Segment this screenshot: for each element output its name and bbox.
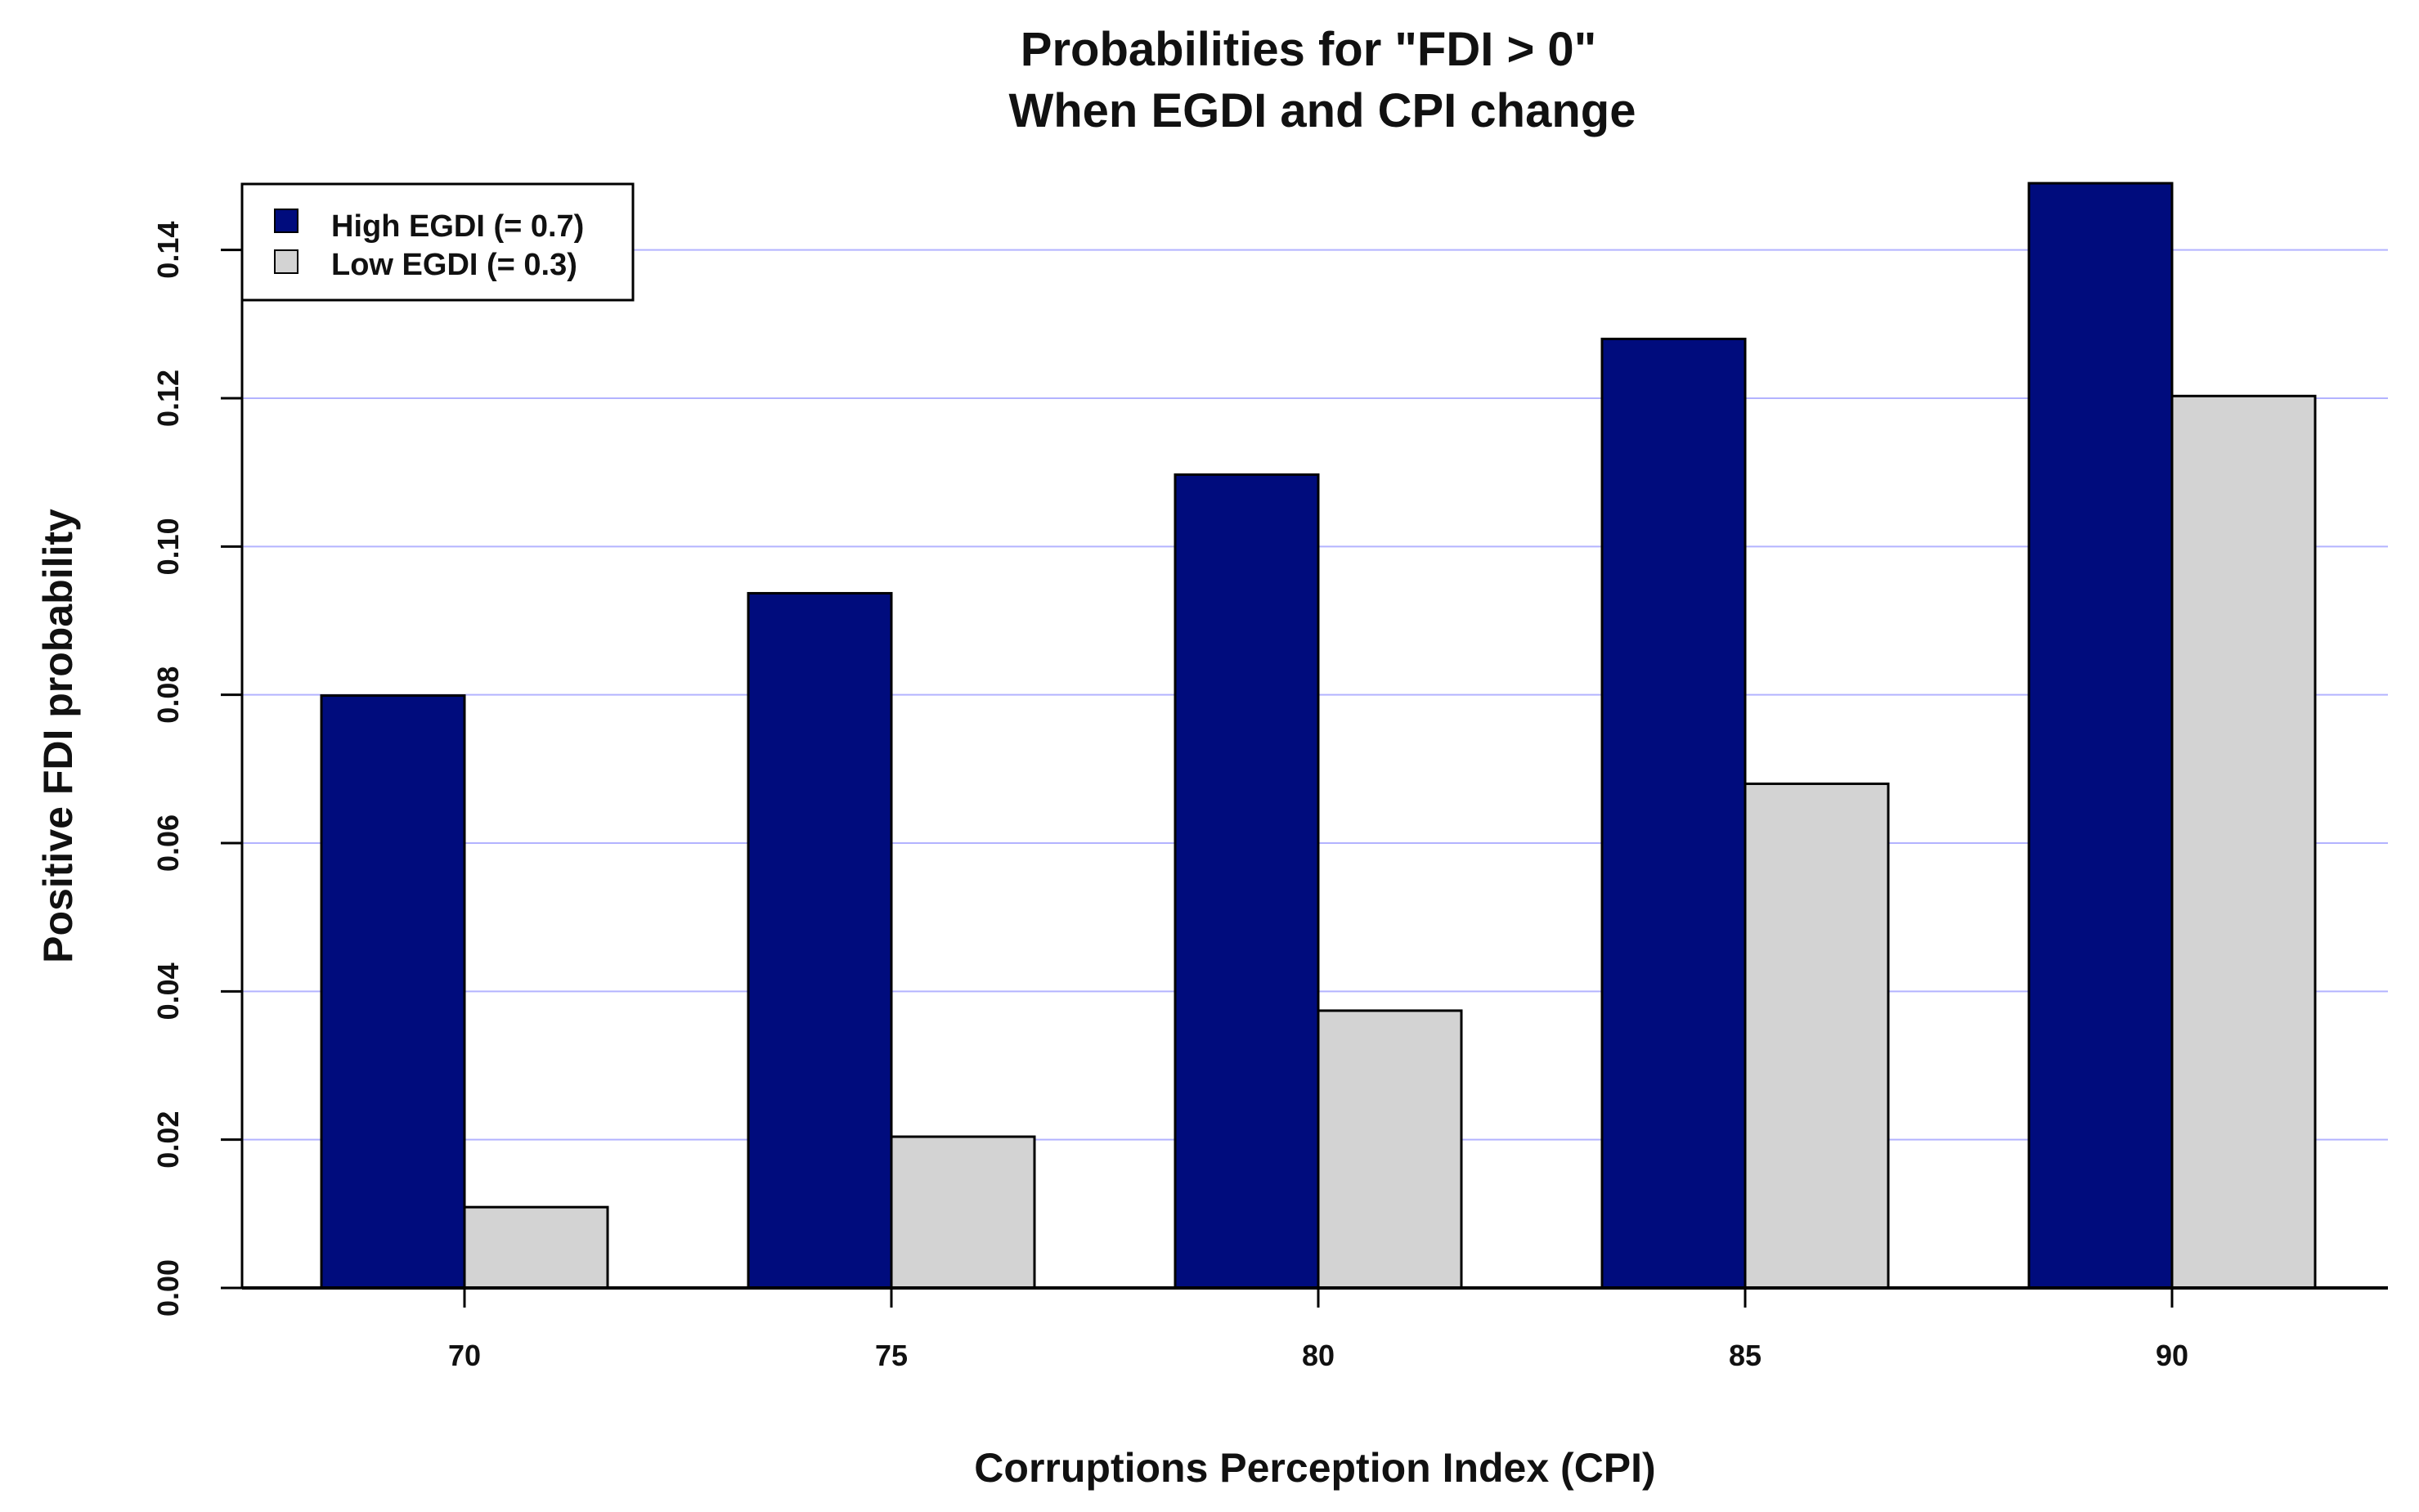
x-axis-label: Corruptions Perception Index (CPI) <box>974 1445 1655 1491</box>
legend: High EGDI (= 0.7) Low EGDI (= 0.3) <box>240 182 635 302</box>
bar-low-egdi-80 <box>1317 1009 1463 1290</box>
bar-high-egdi-80 <box>1174 473 1320 1290</box>
legend-swatch-low-egdi <box>274 249 298 274</box>
bar-low-egdi-90 <box>2170 394 2317 1290</box>
legend-swatch-high-egdi <box>274 209 298 233</box>
x-tick-label-90: 90 <box>2156 1339 2188 1372</box>
y-tick-label-5: 0.10 <box>151 518 185 575</box>
y-tick-label-2: 0.04 <box>151 962 185 1020</box>
bar-high-egdi-70 <box>320 694 466 1290</box>
y-tick-label-4: 0.08 <box>151 666 185 724</box>
y-tick-label-0: 0.00 <box>151 1259 185 1317</box>
bar-high-egdi-85 <box>1600 337 1747 1290</box>
bar-low-egdi-75 <box>890 1135 1036 1290</box>
bar-high-egdi-75 <box>747 591 893 1290</box>
bar-low-egdi-70 <box>463 1205 609 1290</box>
x-tick-label-70: 70 <box>448 1339 481 1372</box>
x-tick-label-85: 85 <box>1729 1339 1762 1372</box>
chart-title-line-1: Probabilities for "FDI > 0" <box>1021 23 1596 76</box>
y-tick-label-3: 0.06 <box>151 814 185 872</box>
bar-low-egdi-85 <box>1744 782 1890 1290</box>
chart-title-line-2: When EGDI and CPI change <box>1009 84 1636 137</box>
legend-label-low-egdi: Low EGDI (= 0.3) <box>331 248 577 282</box>
y-tick-label-7: 0.14 <box>151 222 185 279</box>
y-tick-label-1: 0.02 <box>151 1111 185 1169</box>
y-tick-label-6: 0.12 <box>151 370 185 427</box>
ticks: 0.00 0.02 0.04 0.06 0.08 0.10 0.12 0.14 70 75 80 85… <box>151 222 2188 1372</box>
x-tick-label-75: 75 <box>875 1339 908 1372</box>
y-axis-label: Positive FDI probability <box>35 509 81 963</box>
bars <box>320 182 2317 1290</box>
x-tick-label-80: 80 <box>1302 1339 1335 1372</box>
axes <box>240 249 2388 1290</box>
legend-label-high-egdi: High EGDI (= 0.7) <box>331 209 584 244</box>
bar-high-egdi-90 <box>2027 182 2174 1290</box>
legend-box <box>240 182 635 302</box>
